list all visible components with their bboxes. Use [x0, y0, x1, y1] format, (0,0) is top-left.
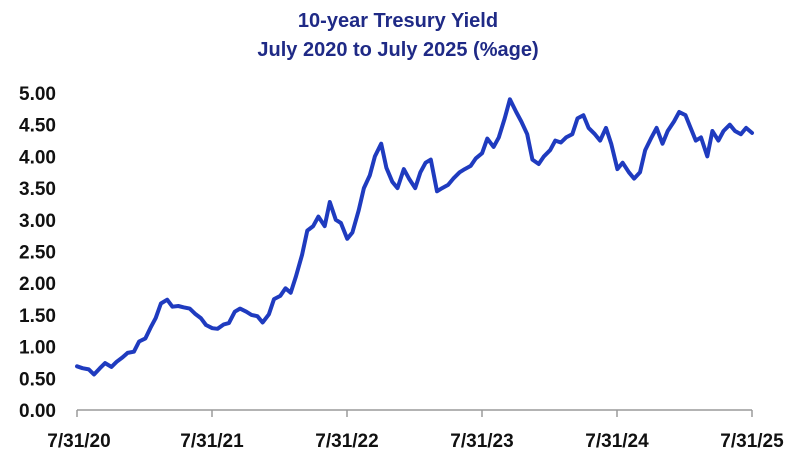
- chart-title: 10-year Tresury Yield: [298, 10, 498, 32]
- y-tick-label: 1.50: [19, 306, 56, 327]
- x-tick-label: 7/31/24: [585, 431, 649, 452]
- x-tick-label: 7/31/20: [47, 431, 110, 452]
- x-tick-label: 7/31/21: [180, 431, 244, 452]
- y-tick-label: 2.00: [19, 274, 56, 295]
- y-tick-label: 1.00: [19, 338, 56, 359]
- y-tick-label: 4.50: [19, 116, 56, 137]
- x-tick-label: 7/31/23: [450, 431, 513, 452]
- x-tick-label: 7/31/22: [315, 431, 378, 452]
- y-tick-label: 5.00: [19, 84, 56, 105]
- y-axis: 0.00 0.50 1.00 1.50 2.00 2.50 3.00 3.50 4.00 4.50…: [19, 84, 56, 422]
- y-tick-label: 4.00: [19, 147, 56, 168]
- x-tick-label: 7/31/25: [720, 431, 784, 452]
- series-line: [75, 97, 754, 377]
- y-tick-label: 3.00: [19, 211, 56, 232]
- x-axis: 7/31/20 7/31/21 7/31/22 7/31/23 7/31/24 7/31/…: [47, 409, 784, 452]
- chart-subtitle: July 2020 to July 2025 (%age): [257, 39, 538, 61]
- y-tick-label: 0.00: [19, 401, 56, 422]
- y-tick-label: 3.50: [19, 179, 56, 200]
- y-tick-label: 0.50: [19, 369, 56, 390]
- series-layer: [75, 97, 754, 377]
- y-tick-label: 2.50: [19, 243, 56, 264]
